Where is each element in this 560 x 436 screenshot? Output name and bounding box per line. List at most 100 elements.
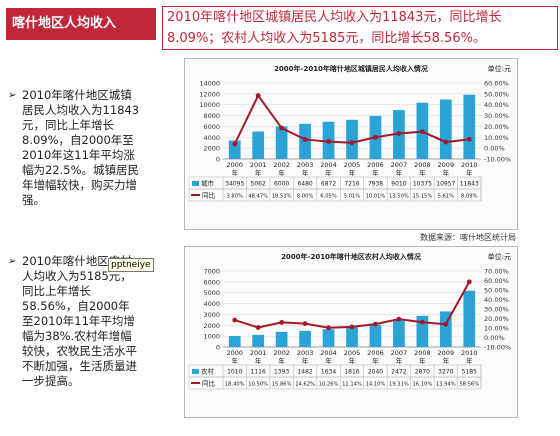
rural-chart-svg: 2000年-2010年喀什地区农村人均收入情况 单位:元 7000 6000 5000 4… (188, 252, 511, 390)
table-percent: 16.10% (412, 382, 432, 388)
yoy-point (419, 129, 425, 135)
yoy-point (396, 316, 402, 322)
table-value: 34095 (225, 181, 244, 188)
y2-tick-label: -10.00% (484, 344, 511, 352)
x-tick-label: 2000 年 (226, 349, 243, 365)
legend-line-label: 同比 (202, 191, 216, 200)
table-value: 5062 (251, 181, 266, 188)
table-percent: 14.10% (366, 382, 386, 388)
y-tick-label: 0 (216, 156, 220, 164)
section-title: 喀什地区人均收入 (6, 8, 156, 40)
table-percent: 5.01% (344, 194, 361, 200)
x-tick-label: 2001 年 (250, 161, 267, 177)
bar (228, 336, 241, 347)
table-value: 9010 (391, 181, 406, 188)
x-tick-label: 2006 年 (367, 161, 384, 177)
y-tick-label: 10000 (199, 101, 220, 109)
y2-tick-label: 0.00% (484, 334, 505, 342)
y-tick-label: 0 (216, 344, 220, 352)
yoy-point (255, 93, 261, 98)
table-percent: 15.15% (412, 194, 432, 200)
y-tick-label: 2000 (203, 145, 220, 153)
bullet-urban-text: 2010年喀什地区城镇居民人均收入为11843元，同比上年增长8.09%，自20… (22, 88, 140, 207)
yoy-point (255, 325, 261, 330)
table-value: 1393 (274, 369, 289, 376)
legend-line-label: 同比 (202, 379, 216, 388)
x-tick-label: 2010 年 (461, 161, 478, 177)
x-tick-label: 2001 年 (250, 349, 267, 365)
y2-tick-label: 40.00% (484, 101, 509, 109)
arrow-bullet-icon: ➢ (8, 256, 17, 267)
y2-tick-label: 70.00% (484, 268, 509, 276)
chart-title: 2000年-2010年喀什地区城镇居民人均收入情况 (274, 64, 428, 73)
x-tick-label: 2007 年 (391, 349, 408, 365)
y-tick-label: 8000 (203, 112, 220, 120)
table-percent: 6.05% (320, 194, 337, 200)
bullet-urban: ➢ 2010年喀什地区城镇居民人均收入为11843元，同比上年增长8.09%，自… (8, 88, 140, 208)
bullet-rural-text: 2010年喀什地区农村人均收入为5185元，同比上年增长58.56%，自2000… (22, 254, 137, 388)
yoy-point (466, 279, 472, 285)
bar (275, 331, 288, 347)
urban-income-chart: 2000年-2010年喀什地区城镇居民人均收入情况 单位:元 14000 12000 1… (184, 58, 518, 230)
bar (416, 315, 429, 347)
table-percent: 10.01% (366, 194, 386, 200)
yoy-line (234, 281, 471, 329)
y-tick-label: 14000 (199, 80, 220, 88)
bar (439, 99, 452, 159)
table-value: 10375 (413, 181, 432, 188)
bar (393, 320, 405, 347)
yoy-point (232, 317, 238, 323)
table-value: 7216 (344, 181, 359, 188)
table-value: 1010 (227, 369, 242, 376)
x-tick-label: 2003 年 (297, 349, 314, 365)
x-tick-label: 2000 年 (226, 161, 243, 177)
y-tick-label: 3000 (203, 311, 220, 319)
legend-bar-label: 城市 (201, 179, 215, 188)
x-tick-label: 2009 年 (438, 161, 455, 177)
yoy-point (232, 141, 238, 147)
table-value: 5185 (462, 369, 477, 376)
x-tick-label: 2002 年 (273, 349, 290, 365)
yoy-point (326, 139, 331, 144)
yoy-point (279, 125, 285, 131)
x-tick-label: 2005 年 (344, 161, 361, 177)
yoy-point (443, 139, 449, 145)
table-value: 7938 (368, 181, 383, 188)
yoy-point (466, 136, 472, 142)
y2-tick-label: 10.00% (484, 134, 509, 142)
table-percent: 11.14% (342, 382, 362, 388)
table-percent: 3.80% (226, 194, 243, 200)
yoy-point (349, 140, 355, 146)
bar (275, 126, 288, 159)
y-tick-label: 6000 (203, 278, 220, 286)
table-value: 1816 (344, 369, 359, 376)
yoy-point (373, 321, 378, 327)
table-percent: 13.94% (436, 382, 456, 388)
legend-bar-key (192, 369, 199, 374)
table-percent: 8.09% (461, 194, 478, 200)
table-percent: 14.62% (295, 382, 315, 388)
x-tick-label: 2002 年 (273, 161, 290, 177)
x-tick-label: 2004 年 (320, 349, 337, 365)
x-tick-label: 2009 年 (438, 349, 455, 365)
table-percent: 18.40% (225, 382, 245, 388)
yoy-point (302, 137, 308, 142)
bar (346, 327, 358, 347)
bar (463, 290, 476, 347)
table-percent: 19.31% (389, 382, 409, 388)
yoy-point (349, 324, 355, 330)
bar (252, 131, 265, 159)
unit-label: 单位:元 (488, 64, 511, 73)
data-source: 数据来源：喀什地区统计局 (420, 233, 516, 242)
tooltip-label: pptneiye (108, 258, 154, 272)
y2-tick-label: 60.00% (484, 277, 509, 285)
y2-tick-label: 40.00% (484, 296, 509, 304)
table-percent: 58.56% (459, 382, 479, 388)
table-value: 10957 (436, 181, 455, 188)
table-percent: 10.50% (248, 382, 268, 388)
table-value: 1482 (297, 369, 312, 376)
x-tick-label: 2007 年 (391, 161, 408, 177)
bar (439, 311, 452, 347)
table-percent: 8.00% (297, 194, 314, 200)
bar (299, 330, 311, 347)
